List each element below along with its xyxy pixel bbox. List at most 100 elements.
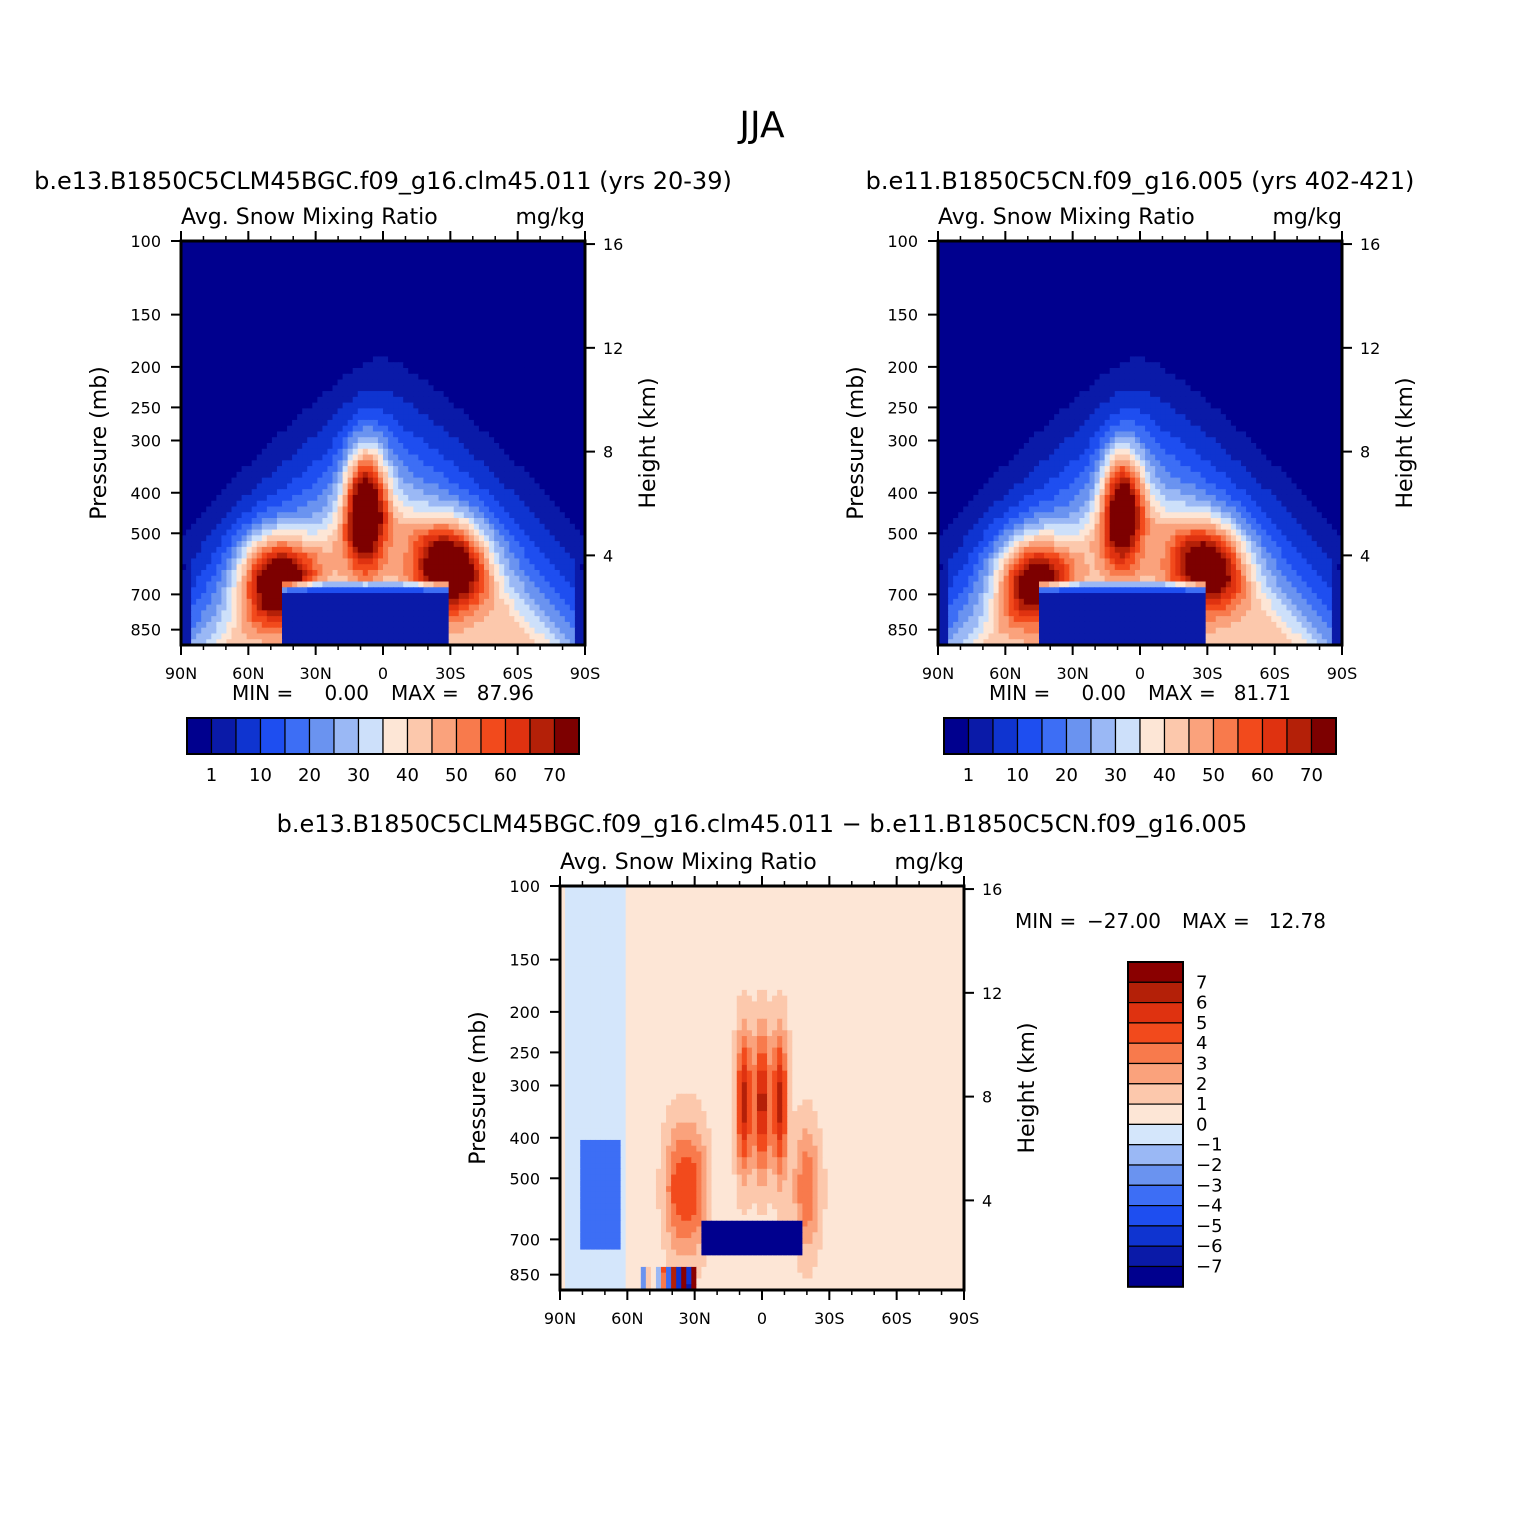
data-cell — [201, 316, 207, 323]
data-cell — [312, 344, 318, 352]
data-cell — [388, 362, 394, 369]
data-cell — [428, 339, 435, 346]
data-cell — [458, 310, 465, 317]
data-cell — [211, 396, 217, 404]
data-cell — [489, 373, 495, 381]
data-cell — [448, 252, 455, 259]
data-cell — [276, 292, 283, 300]
data-cell — [261, 448, 268, 456]
data-cell — [544, 518, 551, 525]
data-cell — [494, 581, 500, 588]
data-cell — [276, 281, 283, 288]
data-cell — [544, 523, 551, 531]
data-cell — [559, 529, 566, 536]
data-cell — [327, 350, 334, 358]
data-cell — [569, 362, 576, 369]
data-cell — [514, 558, 520, 565]
data-cell — [514, 494, 520, 502]
data-cell — [347, 431, 354, 438]
data-cell — [413, 431, 419, 438]
data-cell — [529, 241, 536, 248]
data-cell — [539, 569, 546, 577]
data-cell — [287, 402, 293, 409]
data-cell — [297, 252, 303, 259]
data-cell — [226, 333, 233, 340]
data-cell — [256, 275, 263, 282]
data-cell — [499, 275, 505, 282]
data-cell — [246, 362, 253, 369]
data-cell — [337, 269, 344, 277]
data-cell — [569, 535, 576, 542]
data-cell — [347, 581, 354, 588]
data-cell — [494, 546, 500, 554]
data-cell — [554, 333, 561, 340]
data-cell — [579, 558, 586, 565]
data-cell — [403, 564, 409, 571]
data-cell — [418, 379, 424, 386]
data-cell — [357, 241, 364, 248]
data-cell — [256, 437, 263, 444]
data-cell — [468, 558, 475, 565]
data-cell — [478, 448, 485, 456]
data-cell — [292, 321, 298, 329]
data-cell — [423, 333, 430, 340]
data-cell — [271, 344, 278, 352]
data-cell — [266, 518, 273, 525]
data-cell — [241, 523, 248, 531]
data-cell — [216, 500, 222, 508]
data-cell — [489, 489, 495, 496]
data-cell — [241, 333, 248, 340]
data-cell — [317, 264, 323, 271]
data-cell — [559, 379, 566, 386]
data-cell — [534, 414, 541, 421]
data-cell — [297, 391, 303, 398]
data-cell — [352, 367, 359, 375]
data-cell — [438, 443, 445, 450]
data-cell — [352, 425, 359, 433]
data-cell — [372, 448, 379, 456]
data-cell — [246, 344, 253, 352]
data-cell — [428, 431, 435, 438]
data-cell — [226, 529, 233, 536]
data-cell — [276, 494, 283, 502]
data-cell — [186, 535, 192, 542]
data-cell — [221, 333, 228, 340]
data-cell — [554, 564, 561, 571]
data-cell — [186, 408, 192, 415]
data-cell — [408, 344, 414, 352]
data-cell — [418, 477, 424, 484]
data-cell — [367, 246, 374, 254]
data-cell — [377, 425, 384, 433]
data-cell — [494, 518, 500, 525]
data-cell — [302, 489, 308, 496]
data-cell — [332, 558, 339, 565]
data-cell — [534, 396, 541, 404]
data-cell — [231, 431, 238, 438]
data-cell — [261, 483, 268, 490]
data-cell — [383, 396, 389, 404]
data-cell — [489, 443, 495, 450]
data-cell — [206, 466, 212, 473]
data-cell — [186, 292, 192, 300]
data-cell — [221, 454, 228, 461]
data-cell — [463, 425, 470, 433]
data-cell — [241, 518, 248, 525]
data-cell — [181, 500, 187, 508]
data-cell — [458, 483, 465, 490]
data-cell — [398, 264, 404, 271]
data-cell — [266, 408, 273, 415]
data-cell — [509, 454, 515, 461]
data-cell — [216, 437, 222, 444]
data-cell — [524, 396, 531, 404]
data-cell — [216, 379, 222, 386]
data-cell — [499, 327, 505, 334]
data-cell — [484, 396, 490, 404]
data-cell — [332, 367, 339, 375]
data-cell — [266, 477, 273, 484]
data-cell — [276, 344, 283, 352]
data-cell — [332, 281, 339, 288]
data-cell — [388, 414, 394, 421]
data-cell — [211, 241, 217, 248]
data-cell — [276, 339, 283, 346]
data-cell — [287, 483, 293, 490]
